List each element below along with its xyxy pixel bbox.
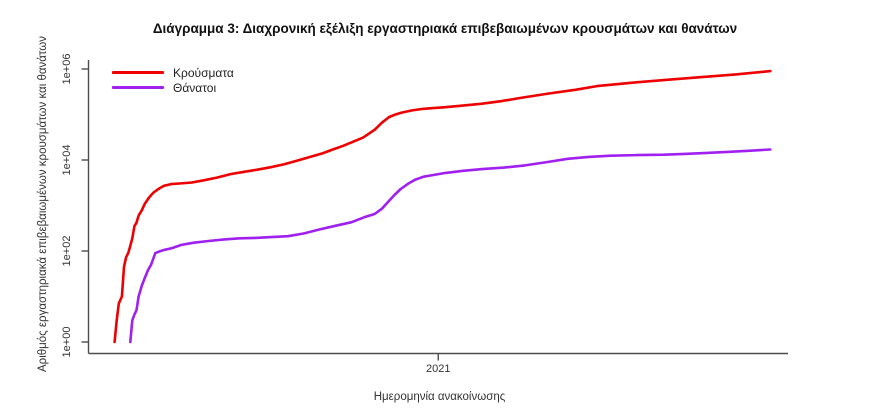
legend-item-label: Θάνατοι <box>173 80 217 95</box>
cases-line <box>113 69 772 344</box>
legend-item-label: Κρούσματα <box>173 65 234 80</box>
legend-line-swatch-deaths <box>112 86 164 89</box>
x-axis-label: Ημερομηνία ανακοίνωσης <box>373 391 506 403</box>
y-axis-label: Αριθμός εργαστηριακά επιβεβαιωμένων κρου… <box>37 35 49 373</box>
y-tick-label: 1e+04 <box>61 144 73 176</box>
y-tick-label: 1e+06 <box>61 53 73 85</box>
y-tick-label: 1e+02 <box>61 235 73 267</box>
deaths-line <box>129 148 772 344</box>
legend-line-swatch-cases <box>112 71 164 74</box>
legend-item: Θάνατοι <box>112 80 234 95</box>
y-tick-label: 1e+00 <box>61 326 73 358</box>
legend: Κρούσματα Θάνατοι <box>112 65 234 95</box>
x-tick-label: 2021 <box>426 363 451 375</box>
chart-title: Διάγραμμα 3: Διαχρονική εξέλιξη εργαστηρ… <box>152 21 738 36</box>
legend-item: Κρούσματα <box>112 65 234 80</box>
